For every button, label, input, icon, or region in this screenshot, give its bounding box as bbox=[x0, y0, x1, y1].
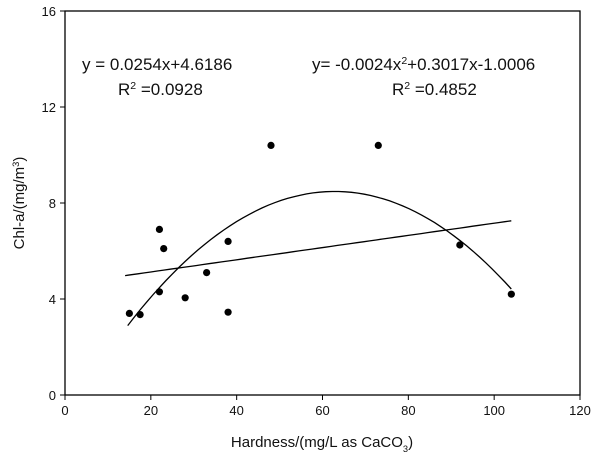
data-point bbox=[224, 237, 232, 245]
y-tick-label: 8 bbox=[49, 196, 56, 211]
quadratic-fit-equation: y= -0.0024x2+0.3017x-1.0006 bbox=[312, 55, 535, 74]
y-axis: 0 4 8 12 16 bbox=[42, 4, 65, 403]
data-point bbox=[155, 225, 164, 233]
x-tick-label: 0 bbox=[61, 403, 68, 418]
linear-fit-r2: R2 =0.0928 bbox=[118, 80, 203, 99]
y-axis-label: Chl-a/(mg/m3) bbox=[11, 157, 28, 250]
x-tick-label: 20 bbox=[144, 403, 158, 418]
y-tick-label: 12 bbox=[42, 100, 56, 115]
x-tick-label: 100 bbox=[483, 403, 505, 418]
data-point bbox=[456, 241, 464, 249]
x-axis-label: Hardness/(mg/L as CaCO3) bbox=[231, 434, 413, 454]
quadratic-fit-r2: R2 =0.4852 bbox=[392, 80, 477, 99]
x-tick-label: 80 bbox=[401, 403, 415, 418]
data-point bbox=[203, 269, 211, 277]
data-point bbox=[224, 308, 232, 316]
data-point bbox=[136, 311, 144, 319]
x-axis: 0 20 40 60 80 100 120 bbox=[61, 395, 591, 418]
quadratic-fit-line bbox=[127, 190, 512, 326]
data-point bbox=[374, 141, 382, 149]
x-tick-label: 40 bbox=[229, 403, 243, 418]
data-points bbox=[125, 141, 515, 319]
x-tick-label: 120 bbox=[569, 403, 591, 418]
data-point bbox=[507, 290, 515, 298]
data-point bbox=[267, 141, 275, 149]
y-tick-label: 16 bbox=[42, 4, 56, 19]
linear-fit-line bbox=[125, 220, 512, 277]
data-point bbox=[125, 309, 133, 317]
y-tick-label: 4 bbox=[49, 292, 56, 307]
fit-lines bbox=[125, 190, 512, 326]
linear-fit-equation: y = 0.0254x+4.6186 bbox=[82, 55, 232, 74]
data-point bbox=[155, 288, 164, 296]
x-tick-label: 60 bbox=[315, 403, 329, 418]
y-tick-label: 0 bbox=[49, 388, 56, 403]
data-point bbox=[160, 245, 168, 253]
data-point bbox=[181, 294, 189, 302]
